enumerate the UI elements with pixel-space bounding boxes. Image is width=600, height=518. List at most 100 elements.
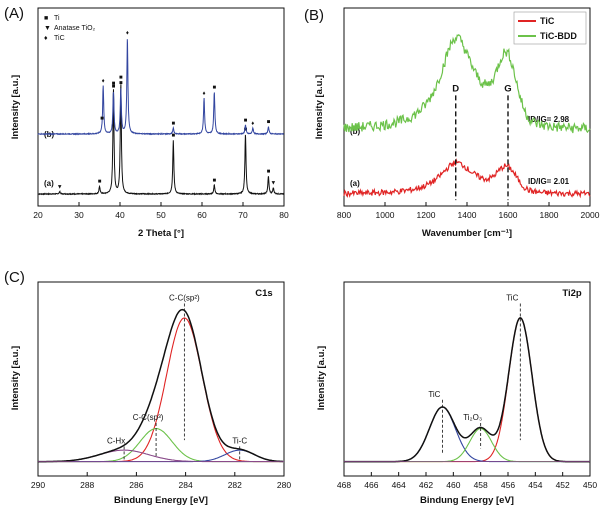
xrd-peak-marker: ■ — [119, 75, 123, 81]
xrd-peak-marker: ♦ — [203, 91, 206, 97]
panel-label-b: (B) — [304, 7, 324, 24]
xrd-x-tick-label: 30 — [74, 210, 84, 220]
c1s-envelope-line — [38, 308, 284, 463]
xrd-x-tick-label: 70 — [238, 210, 248, 220]
ti2p-x-tick-label: 466 — [364, 480, 378, 490]
xrd-peak-marker: ▼ — [270, 181, 276, 187]
xrd-legend-anatase-label: Anatase TiO₂ — [54, 25, 96, 32]
xrd-legend-anatase-symbol: ▼ — [44, 25, 51, 32]
panel-label-a: (A) — [4, 5, 24, 22]
ti2p-x-axis-label: Bindung Energy [eV] — [420, 495, 514, 506]
c1s-x-tick-label: 282 — [228, 480, 242, 490]
raman-legend-ticbdd-label: TiC-BDD — [540, 31, 577, 41]
c1s-x-tick-label: 290 — [31, 480, 45, 490]
ti2p-x-tick-label: 450 — [583, 480, 597, 490]
raman-series-tic-line — [343, 157, 591, 199]
xrd-x-tick-label: 40 — [115, 210, 125, 220]
raman-ratio-b: ID/IG= 2.98 — [528, 115, 570, 124]
xrd-peak-marker: ■ — [112, 81, 116, 87]
raman-series-ticbdd-line — [343, 33, 591, 134]
c1s-x-tick-label: 286 — [129, 480, 143, 490]
ti2p-x-tick-label: 454 — [528, 480, 542, 490]
ti2p-chart: Ti2p Bindung Energy [eV] Intensity [a.u.… — [316, 281, 597, 506]
ti2p-component-2-label: Ti₂O₃ — [463, 413, 482, 422]
xrd-series-b-line — [37, 39, 284, 136]
xrd-series-a-label: (a) — [44, 179, 54, 188]
xrd-peak-marker: ■ — [171, 133, 175, 139]
xrd-legend-ti-symbol: ■ — [44, 15, 48, 22]
xrd-peak-marker: ■ — [112, 84, 116, 90]
xrd-peak-marker: ♦ — [102, 79, 105, 85]
xrd-plot-frame — [37, 7, 285, 207]
xrd-legend-tic-label: TiC — [54, 35, 65, 42]
xrd-x-tick-label: 50 — [156, 210, 166, 220]
ti2p-plot-frame — [343, 281, 591, 477]
c1s-title: C1s — [255, 288, 272, 299]
xrd-chart: 2 Theta [°] Intensity [a.u.] ■ Ti ▼ Anat… — [10, 7, 289, 239]
xrd-series-a-line — [37, 84, 285, 196]
ti2p-x-tick-label: 452 — [556, 480, 570, 490]
raman-x-tick-label: 800 — [337, 210, 351, 220]
raman-band-g-label: G — [504, 83, 511, 94]
ti2p-x-tick-label: 464 — [392, 480, 406, 490]
xrd-x-axis-label: 2 Theta [°] — [138, 228, 184, 239]
xrd-peak-marker: ■ — [171, 121, 175, 127]
c1s-chart: C1s Bindung Energy [eV] Intensity [a.u.]… — [10, 281, 291, 506]
c1s-x-tick-label: 288 — [80, 480, 94, 490]
ti2p-title: Ti2p — [562, 288, 582, 299]
xrd-peak-marker: ■ — [267, 119, 271, 125]
raman-legend-tic-label: TiC — [540, 16, 555, 26]
xrd-x-tick-label: 80 — [279, 210, 289, 220]
raman-x-tick-label: 1800 — [540, 210, 559, 220]
ti2p-component-0-label: TiC — [506, 294, 518, 303]
ti2p-x-tick-label: 456 — [501, 480, 515, 490]
raman-y-axis-label: Intensity [a.u.] — [314, 75, 325, 139]
xrd-legend-tic-symbol: ♦ — [44, 35, 48, 42]
raman-x-tick-label: 1400 — [458, 210, 477, 220]
xrd-legend-ti-label: Ti — [54, 15, 60, 22]
raman-x-tick-label: 2000 — [581, 210, 600, 220]
panel-label-c: (C) — [4, 269, 25, 286]
ti2p-component-2-line — [344, 428, 590, 463]
xrd-peak-marker: ♦ — [126, 30, 129, 36]
c1s-component-0-label: C-C(sp²) — [169, 294, 200, 303]
xrd-peak-marker: ■ — [212, 85, 216, 91]
ti2p-x-tick-label: 458 — [474, 480, 488, 490]
xrd-y-axis-label: Intensity [a.u.] — [10, 75, 21, 139]
xrd-peak-marker: ■ — [100, 116, 104, 122]
raman-x-tick-label: 1600 — [499, 210, 518, 220]
xrd-peak-marker: ■ — [212, 178, 216, 184]
xrd-x-tick-label: 60 — [197, 210, 207, 220]
c1s-x-axis-label: Bindung Energy [eV] — [114, 495, 208, 506]
xrd-peak-marker: ■ — [119, 81, 123, 87]
xrd-peak-marker: ■ — [244, 127, 248, 133]
raman-x-axis-label: Wavenumber [cm⁻¹] — [422, 228, 512, 239]
c1s-x-tick-label: 280 — [277, 480, 291, 490]
xrd-peak-marker: ▼ — [57, 185, 63, 191]
c1s-x-tick-label: 284 — [179, 480, 193, 490]
c1s-component-3-label: Ti-C — [232, 436, 247, 445]
c1s-y-axis-label: Intensity [a.u.] — [10, 346, 21, 410]
ti2p-x-tick-label: 468 — [337, 480, 351, 490]
raman-ratio-a: ID/IG= 2.01 — [528, 177, 570, 186]
raman-chart: Wavenumber [cm⁻¹] Intensity [a.u.] TiC T… — [314, 7, 600, 239]
xrd-peak-marker: ■ — [244, 118, 248, 124]
ti2p-x-tick-label: 460 — [446, 480, 460, 490]
ti2p-x-tick-label: 462 — [419, 480, 433, 490]
raman-x-tick-label: 1200 — [417, 210, 436, 220]
c1s-plot-frame — [37, 281, 285, 477]
raman-band-d-label: D — [452, 83, 459, 94]
ti2p-component-1-label: TiC — [428, 390, 440, 399]
ti2p-envelope-line — [344, 317, 590, 463]
raman-legend-box — [513, 11, 587, 45]
xrd-x-tick-label: 20 — [33, 210, 43, 220]
c1s-component-1-label: C-C(sp³) — [133, 413, 164, 422]
xrd-peak-marker: ♦ — [251, 121, 254, 127]
ti2p-y-axis-label: Intensity [a.u.] — [316, 346, 327, 410]
raman-x-tick-label: 1000 — [376, 210, 395, 220]
xrd-peak-marker: ■ — [267, 169, 271, 175]
raman-series-a-label: (a) — [350, 179, 360, 188]
ti2p-component-0-line — [344, 317, 590, 463]
raman-series-b-label: (b) — [350, 127, 361, 136]
